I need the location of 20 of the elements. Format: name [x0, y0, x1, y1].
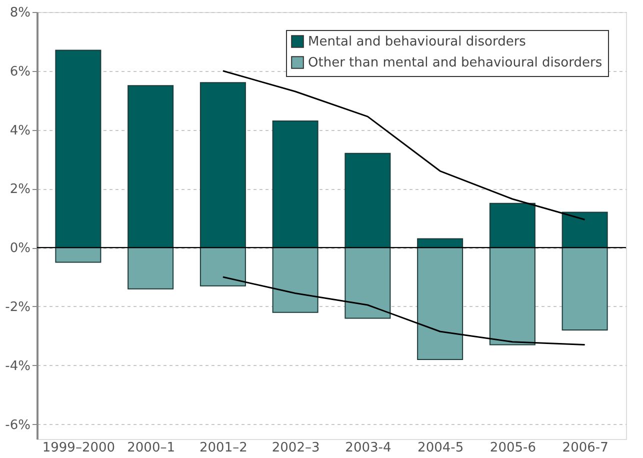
y-tick-label: -4% [5, 358, 30, 374]
line-series [222, 70, 586, 220]
x-tick-label: 2002–3 [272, 440, 320, 456]
y-tick-label: 8% [10, 6, 30, 20]
legend-label: Other than mental and behavioural disorders [308, 56, 602, 70]
legend-label: Mental and behavioural disorders [308, 34, 526, 50]
y-tick-label: -2% [5, 300, 30, 315]
x-tick-label: 1999–2000 [42, 440, 116, 456]
x-tick-label: 2006-7 [562, 440, 608, 456]
line-series [222, 276, 586, 346]
x-tick-label: 2000–1 [127, 440, 175, 456]
x-tick-label: 2004-5 [418, 440, 464, 456]
y-tick-label: 2% [10, 182, 30, 198]
y-tick-label: 4% [10, 123, 30, 138]
x-tick-label: 2001–2 [200, 440, 248, 456]
x-tick-label: 2005-6 [490, 440, 536, 456]
y-tick-label: 0% [10, 241, 30, 256]
x-tick-label: 2003-4 [345, 440, 392, 456]
y-tick-label: 6% [10, 64, 30, 80]
y-tick-label: -6% [5, 418, 30, 433]
